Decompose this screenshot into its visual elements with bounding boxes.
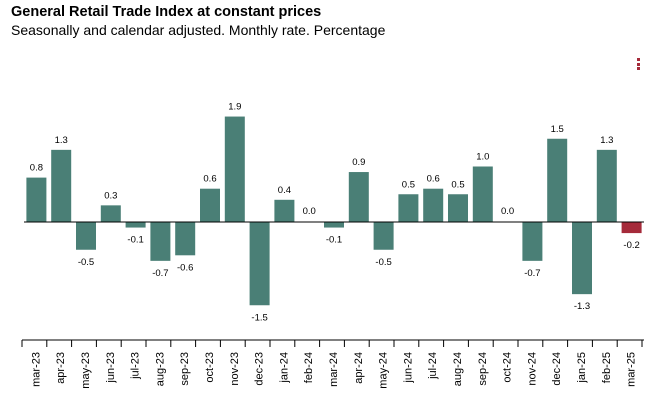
tick-label-oct-24: oct-24 [502,352,514,383]
value-label-mar-25: -0.2 [623,240,639,251]
value-label-mar-24: -0.1 [326,235,342,246]
tick-label-jun-23: jun-23 [105,352,117,384]
value-label-jul-23: -0.1 [127,235,143,246]
value-label-mar-23: 0.8 [30,163,43,174]
tick-label-feb-24: feb-24 [303,352,315,383]
tick-label-apr-23: apr-23 [55,352,67,384]
bar-dec-23[interactable] [249,222,270,306]
value-label-jun-24: 0.5 [402,179,415,190]
tick-label-feb-25: feb-25 [601,352,613,383]
bar-mar-24[interactable] [324,222,344,228]
bar-aug-23[interactable] [150,222,171,261]
tick-label-jul-24: jul-24 [427,352,439,380]
tick-label-sep-24: sep-24 [477,352,489,386]
tick-label-jan-24: jan-24 [278,352,290,384]
tick-label-aug-23: aug-23 [154,352,166,386]
chart-title: General Retail Trade Index at constant p… [11,4,322,20]
tick-label-apr-24: apr-24 [353,352,365,384]
bar-jul-24[interactable] [423,188,444,222]
tick-label-aug-24: aug-24 [452,352,464,386]
chart-subtitle: Seasonally and calendar adjusted. Monthl… [11,22,386,38]
tick-label-jun-24: jun-24 [402,352,414,384]
bar-jan-25[interactable] [572,222,592,295]
value-label-nov-23: 1.9 [228,102,241,113]
bar-mar-23[interactable] [26,177,47,222]
tick-label-sep-23: sep-23 [179,352,191,386]
value-label-jan-25: -1.3 [574,301,590,312]
bar-jul-23[interactable] [125,222,146,228]
value-label-feb-24: 0.0 [303,206,316,217]
tick-label-mar-24: mar-24 [328,352,340,387]
value-label-nov-24: -0.7 [524,268,540,279]
bar-aug-24[interactable] [448,194,468,222]
bar-apr-23[interactable] [51,149,72,222]
tick-label-oct-23: oct-23 [204,352,216,383]
value-label-jan-24: 0.4 [278,185,291,196]
bar-dec-24[interactable] [547,138,568,222]
bar-may-23[interactable] [76,222,96,250]
value-label-apr-24: 0.9 [352,157,365,168]
bar-may-24[interactable] [373,222,394,250]
tick-label-jul-23: jul-23 [130,352,142,380]
bar-jun-23[interactable] [100,205,121,222]
value-label-apr-23: 1.3 [55,135,68,146]
value-label-dec-23: -1.5 [251,312,267,323]
tick-label-nov-23: nov-23 [229,352,241,386]
value-label-sep-23: -0.6 [177,262,193,273]
tick-label-jan-25: jan-25 [576,352,588,384]
tick-label-nov-24: nov-24 [526,352,538,386]
bar-oct-23[interactable] [200,188,220,222]
bar-sep-23[interactable] [175,222,196,256]
value-label-sep-24: 1.0 [476,152,489,163]
value-label-may-24: -0.5 [375,257,391,268]
bar-nov-23[interactable] [224,116,245,222]
value-label-dec-24: 1.5 [551,124,564,135]
bar-jun-24[interactable] [398,194,419,222]
value-label-aug-24: 0.5 [451,179,464,190]
bar-feb-25[interactable] [596,149,617,222]
value-label-feb-25: 1.3 [600,135,613,146]
tick-label-mar-23: mar-23 [30,352,42,387]
tick-label-mar-25: mar-25 [626,352,638,387]
tick-label-may-23: may-23 [80,352,92,389]
bar-jan-24[interactable] [274,199,295,222]
value-label-jun-23: 0.3 [104,190,117,201]
kebab-menu-icon[interactable] [635,58,643,72]
bar-apr-24[interactable] [348,172,369,222]
tick-label-dec-23: dec-23 [254,352,266,386]
tick-label-may-24: may-24 [378,352,390,389]
value-label-may-23: -0.5 [78,257,94,268]
value-label-aug-23: -0.7 [152,268,168,279]
bar-sep-24[interactable] [472,166,493,223]
value-label-oct-24: 0.0 [501,206,514,217]
value-label-oct-23: 0.6 [203,174,216,185]
bar-mar-25[interactable] [621,222,642,234]
tick-label-dec-24: dec-24 [551,352,563,386]
bar-nov-24[interactable] [522,222,543,261]
value-label-jul-24: 0.6 [427,174,440,185]
